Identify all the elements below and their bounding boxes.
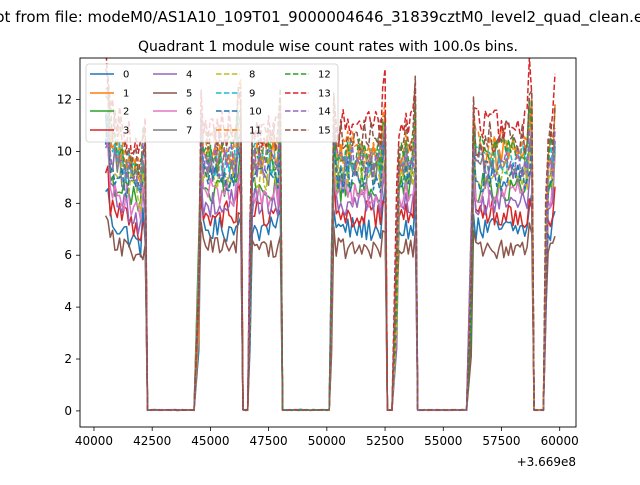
legend-label-7: 7 [186, 126, 192, 137]
y-tick-label: 12 [57, 93, 72, 107]
x-tick-label: 55000 [424, 434, 462, 448]
legend-label-10: 10 [249, 107, 262, 118]
y-tick-label: 0 [64, 404, 72, 418]
legend-label-13: 13 [318, 89, 331, 100]
x-tick-label: 60000 [541, 434, 579, 448]
x-offset-label: +3.669e8 [517, 455, 576, 469]
legend-label-6: 6 [186, 107, 192, 118]
y-tick-label: 4 [64, 300, 72, 314]
y-tick-label: 2 [64, 352, 72, 366]
legend-label-4: 4 [186, 70, 192, 81]
legend-label-2: 2 [123, 107, 129, 118]
chart-title: Quadrant 1 module wise count rates with … [138, 39, 518, 55]
x-tick-label: 42500 [133, 434, 171, 448]
legend-label-12: 12 [318, 70, 331, 81]
legend-label-11: 11 [249, 126, 262, 137]
x-tick-label: 57500 [482, 434, 520, 448]
x-tick-label: 40000 [75, 434, 113, 448]
series-layer [104, 58, 556, 412]
x-tick-label: 45000 [191, 434, 229, 448]
series-line-15 [104, 68, 556, 412]
x-tick-label: 50000 [308, 434, 346, 448]
legend-label-5: 5 [186, 89, 192, 100]
legend-label-0: 0 [123, 70, 129, 81]
y-tick-label: 6 [64, 248, 72, 262]
legend-label-9: 9 [249, 89, 255, 100]
legend-label-14: 14 [318, 107, 331, 118]
y-tick-label: 10 [57, 144, 72, 158]
y-tick-label: 8 [64, 196, 72, 210]
legend-label-15: 15 [318, 126, 331, 137]
axes-frame [79, 57, 577, 428]
x-axis: 40000 42500 45000 47500 50000 52500 55000 57500… [75, 427, 579, 448]
legend-label-3: 3 [123, 126, 129, 137]
legend-box [85, 63, 339, 143]
legend-label-8: 8 [249, 70, 255, 81]
legend-label-1: 1 [123, 89, 129, 100]
suptitle: Plot from file: modeM0/AS1A10_109T01_900… [0, 8, 640, 27]
x-tick-label: 52500 [366, 434, 404, 448]
y-axis: 0 2 4 6 8 10 12 [57, 93, 80, 418]
x-tick-label: 47500 [250, 434, 288, 448]
